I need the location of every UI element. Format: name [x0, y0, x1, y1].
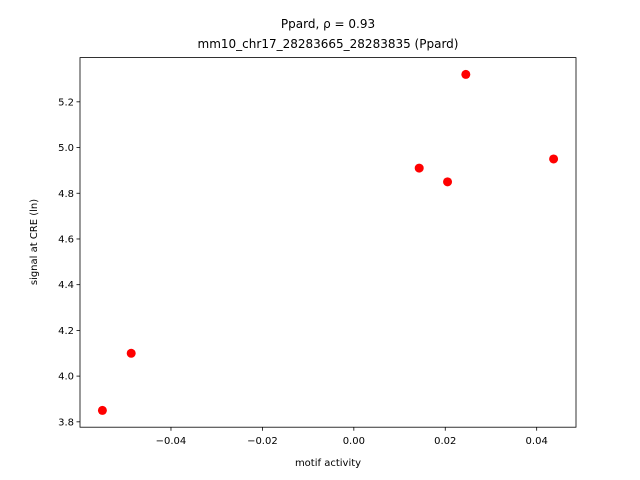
- scatter-point: [549, 154, 559, 164]
- x-axis-label: motif activity: [295, 458, 361, 469]
- plot-frame: [79, 57, 577, 428]
- y-axis-label: signal at CRE (ln): [29, 199, 40, 285]
- x-tick-label: 0.04: [526, 436, 548, 447]
- chart-title: Ppard, ρ = 0.93: [281, 17, 375, 31]
- y-tick-label: 4.8: [58, 189, 74, 200]
- scatter-point: [461, 69, 471, 79]
- y-tick-label: 4.4: [58, 280, 74, 291]
- chart-subtitle: mm10_chr17_28283665_28283835 (Ppard): [198, 37, 459, 51]
- scatter-point: [443, 177, 453, 187]
- y-tick-label: 5.2: [58, 97, 74, 108]
- y-tick-label: 4.2: [58, 326, 74, 337]
- y-tick-label: 4.6: [58, 234, 74, 245]
- scatter-point: [97, 405, 107, 415]
- y-tick-label: 5.0: [58, 143, 74, 154]
- x-tick-label: −0.04: [156, 436, 187, 447]
- x-tick-label: 0.00: [343, 436, 365, 447]
- y-tick-label: 3.8: [58, 417, 74, 428]
- x-tick-label: −0.02: [247, 436, 278, 447]
- scatter-point: [126, 348, 136, 358]
- x-tick-label: 0.02: [434, 436, 456, 447]
- y-tick-label: 4.0: [58, 372, 74, 383]
- scatter-point: [414, 163, 424, 173]
